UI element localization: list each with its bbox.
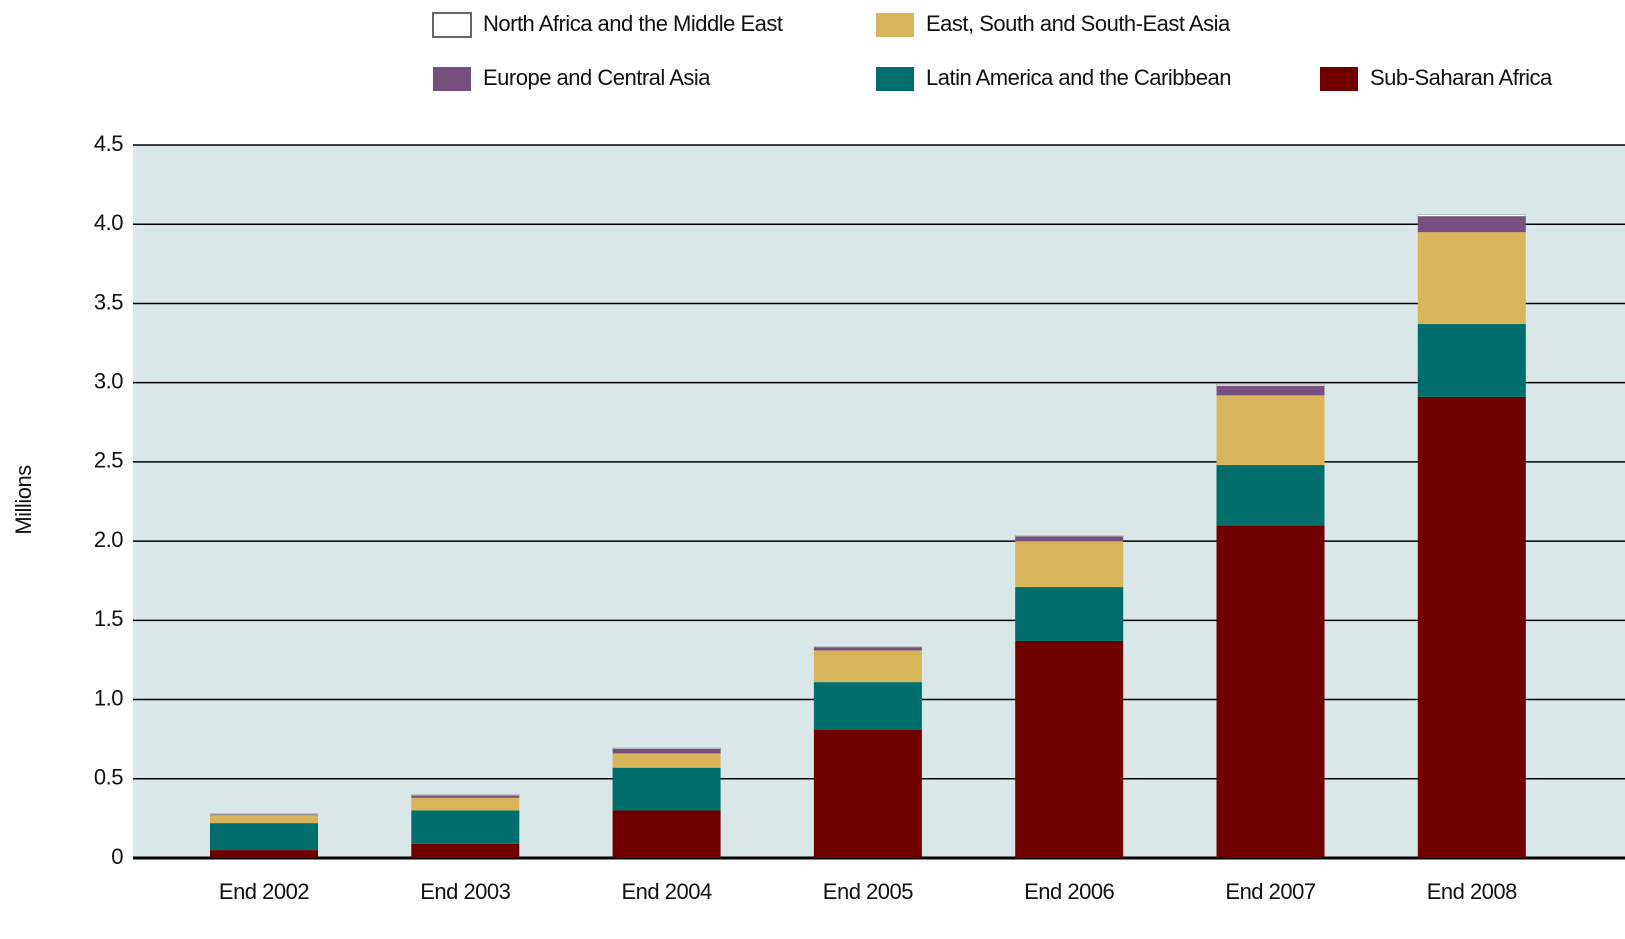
- y-tick-label: 3.0: [94, 368, 123, 393]
- bar-segment: [1015, 587, 1124, 641]
- legend-swatch: [876, 13, 914, 37]
- bar-segment: [612, 747, 721, 749]
- x-tick-label: End 2002: [219, 879, 309, 904]
- bar-segment: [210, 850, 318, 858]
- bar-segment: [813, 646, 923, 648]
- bar-segment: [209, 813, 319, 815]
- y-tick-label: 4.0: [94, 210, 123, 235]
- legend-label: Latin America and the Caribbean: [926, 65, 1231, 90]
- x-tick-label: End 2005: [823, 879, 913, 904]
- bar-segment: [1417, 214, 1527, 217]
- bar-segment: [411, 810, 520, 844]
- bar-segment: [813, 650, 922, 683]
- bar-segment: [1417, 324, 1526, 397]
- bar-segment: [210, 815, 318, 824]
- x-tick-label: End 2007: [1225, 879, 1315, 904]
- y-tick-label: 3.5: [94, 289, 123, 314]
- bar-segment: [1417, 216, 1526, 233]
- bar-segment: [210, 823, 318, 851]
- bar-segment: [1216, 525, 1325, 858]
- bar-segment: [813, 682, 922, 730]
- bar-segment: [813, 729, 922, 858]
- bar-segment: [1417, 232, 1526, 325]
- y-tick-label: 0: [111, 844, 123, 869]
- bar-segment: [1216, 384, 1325, 387]
- bar-segment: [612, 767, 721, 811]
- y-tick-label: 0.5: [94, 765, 123, 790]
- y-tick-label: 1.0: [94, 685, 123, 710]
- legend-label: North Africa and the Middle East: [483, 11, 783, 36]
- y-axis-label: Millions: [11, 465, 36, 535]
- bar-segment: [210, 814, 318, 816]
- bar-segment: [411, 843, 520, 858]
- bar-segment: [1015, 541, 1124, 588]
- legend-label: Sub-Saharan Africa: [1370, 65, 1553, 90]
- y-tick-label: 4.5: [94, 131, 123, 156]
- bar-segment: [1216, 465, 1325, 526]
- bar-segment: [612, 753, 721, 768]
- bar-segment: [1014, 535, 1124, 537]
- legend-swatch: [432, 12, 472, 38]
- y-tick-label: 1.5: [94, 606, 123, 631]
- x-tick-label: End 2003: [420, 879, 510, 904]
- bar-segment: [411, 794, 520, 796]
- x-tick-label: End 2004: [621, 879, 711, 904]
- bar-segment: [411, 795, 520, 798]
- legend-swatch: [433, 67, 471, 91]
- x-tick-label: End 2006: [1024, 879, 1114, 904]
- legend-swatch: [1320, 67, 1358, 91]
- bar-segment: [612, 810, 721, 858]
- bar-segment: [1015, 640, 1124, 858]
- bar-segment: [1417, 396, 1526, 858]
- legend-label: East, South and South-East Asia: [926, 11, 1231, 36]
- bar-segment: [1216, 385, 1325, 396]
- y-tick-label: 2.5: [94, 448, 123, 473]
- bar-segment: [411, 797, 520, 811]
- bar-segment: [612, 748, 721, 754]
- bar-segment: [813, 647, 922, 651]
- bar-segment: [1216, 395, 1325, 466]
- bar-segment: [1015, 536, 1124, 542]
- x-tick-label: End 2008: [1427, 879, 1517, 904]
- legend-label: Europe and Central Asia: [483, 65, 711, 90]
- y-tick-label: 2.0: [94, 527, 123, 552]
- legend-swatch: [876, 67, 914, 91]
